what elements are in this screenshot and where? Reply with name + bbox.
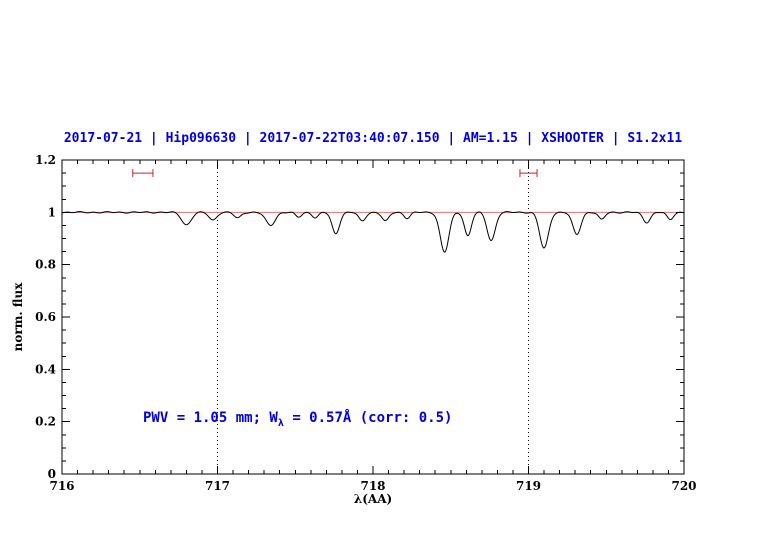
y-axis-label: norm. flux <box>11 282 25 352</box>
y-tick-label: 0.8 <box>35 258 56 272</box>
y-tick-label: 1.2 <box>35 153 56 167</box>
y-tick-label: 1 <box>48 205 56 219</box>
pwv-annotation: PWV = 1.05 mm; Wλ = 0.57Å (corr: 0.5) <box>143 410 452 429</box>
x-tick-label: 718 <box>360 479 385 493</box>
range-markers <box>132 169 538 178</box>
y-tick-label: 0.4 <box>35 362 56 376</box>
pwv-annotation-subscript: λ <box>277 417 284 429</box>
pwv-annotation-prefix: PWV = 1.05 mm; W <box>143 410 278 426</box>
y-tick-label: 0 <box>48 467 56 481</box>
axis-ticks <box>61 159 685 475</box>
x-axis-label: λ(AA) <box>353 492 393 506</box>
y-tick-label: 0.2 <box>35 415 56 429</box>
x-tick-label: 720 <box>671 479 696 493</box>
x-tick-label: 719 <box>516 479 541 493</box>
pwv-annotation-suffix: = 0.57Å (corr: 0.5) <box>283 410 453 426</box>
x-tick-label: 717 <box>205 479 230 493</box>
x-tick-label: 716 <box>49 479 74 493</box>
spectrum-line <box>61 211 685 253</box>
plot-title: 2017-07-21 | Hip096630 | 2017-07-22T03:4… <box>63 131 683 146</box>
tick-labels: 716 717 718 719 720 0 0.2 0.4 0.6 0.8 1 1.2 <box>35 153 696 493</box>
y-tick-label: 0.6 <box>35 310 56 324</box>
